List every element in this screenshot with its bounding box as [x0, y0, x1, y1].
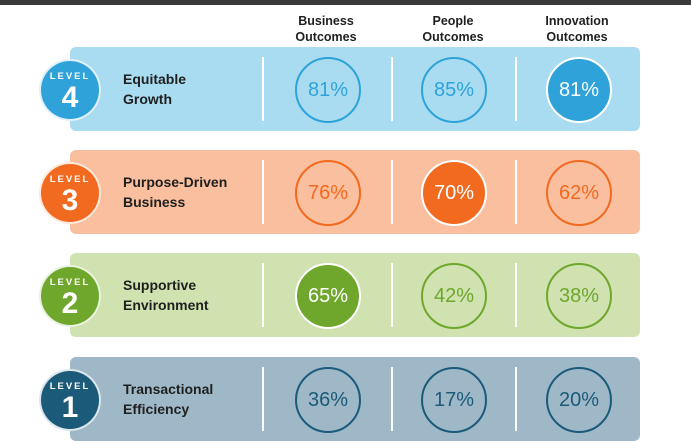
level-3-people-value: 70%: [421, 160, 487, 226]
level-2-business-value: 65%: [295, 263, 361, 329]
level-4-row: LEVEL 4 Equitable Growth 81% 85% 81%: [0, 47, 691, 133]
divider: [515, 160, 517, 224]
divider: [515, 57, 517, 121]
column-header-innovation: Innovation Outcomes: [545, 14, 609, 44]
level-4-badge: LEVEL 4: [39, 59, 101, 121]
level-4-title: Equitable Growth: [123, 71, 187, 107]
level-2-badge: LEVEL 2: [39, 265, 101, 327]
level-1-people-value: 17%: [421, 367, 487, 433]
divider: [391, 57, 393, 121]
level-1-badge: LEVEL 1: [39, 369, 101, 431]
level-2-innovation-value: 38%: [546, 263, 612, 329]
divider: [262, 367, 264, 431]
level-number: 3: [61, 184, 79, 217]
level-3-badge: LEVEL 3: [39, 162, 101, 224]
level-1-title: Transactional Efficiency: [123, 381, 214, 417]
column-header-people: People Outcomes: [422, 14, 484, 44]
divider: [262, 160, 264, 224]
level-number: 1: [61, 391, 79, 424]
level-1-innovation-value: 20%: [546, 367, 612, 433]
level-number: 4: [61, 81, 79, 114]
level-label: LEVEL: [49, 71, 91, 82]
divider: [391, 367, 393, 431]
divider: [262, 57, 264, 121]
level-4-business-value: 81%: [295, 57, 361, 123]
level-3-title: Purpose-Driven Business: [123, 174, 228, 210]
divider: [515, 263, 517, 327]
level-2-title: Supportive Environment: [123, 277, 209, 313]
level-label: LEVEL: [49, 381, 91, 392]
column-header-business: Business Outcomes: [295, 14, 357, 44]
divider: [515, 367, 517, 431]
level-1-row: LEVEL 1 Transactional Efficiency 36% 17%…: [0, 357, 691, 441]
level-3-innovation-value: 62%: [546, 160, 612, 226]
divider: [391, 263, 393, 327]
level-1-business-value: 36%: [295, 367, 361, 433]
level-number: 2: [61, 287, 79, 320]
level-4-people-value: 85%: [421, 57, 487, 123]
level-3-row: LEVEL 3 Purpose-Driven Business 76% 70% …: [0, 150, 691, 236]
level-label: LEVEL: [49, 174, 91, 185]
level-label: LEVEL: [49, 277, 91, 288]
level-2-row: LEVEL 2 Supportive Environment 65% 42% 3…: [0, 253, 691, 339]
divider: [262, 263, 264, 327]
top-border: [0, 0, 691, 5]
divider: [391, 160, 393, 224]
level-3-business-value: 76%: [295, 160, 361, 226]
level-4-innovation-value: 81%: [546, 57, 612, 123]
level-2-people-value: 42%: [421, 263, 487, 329]
